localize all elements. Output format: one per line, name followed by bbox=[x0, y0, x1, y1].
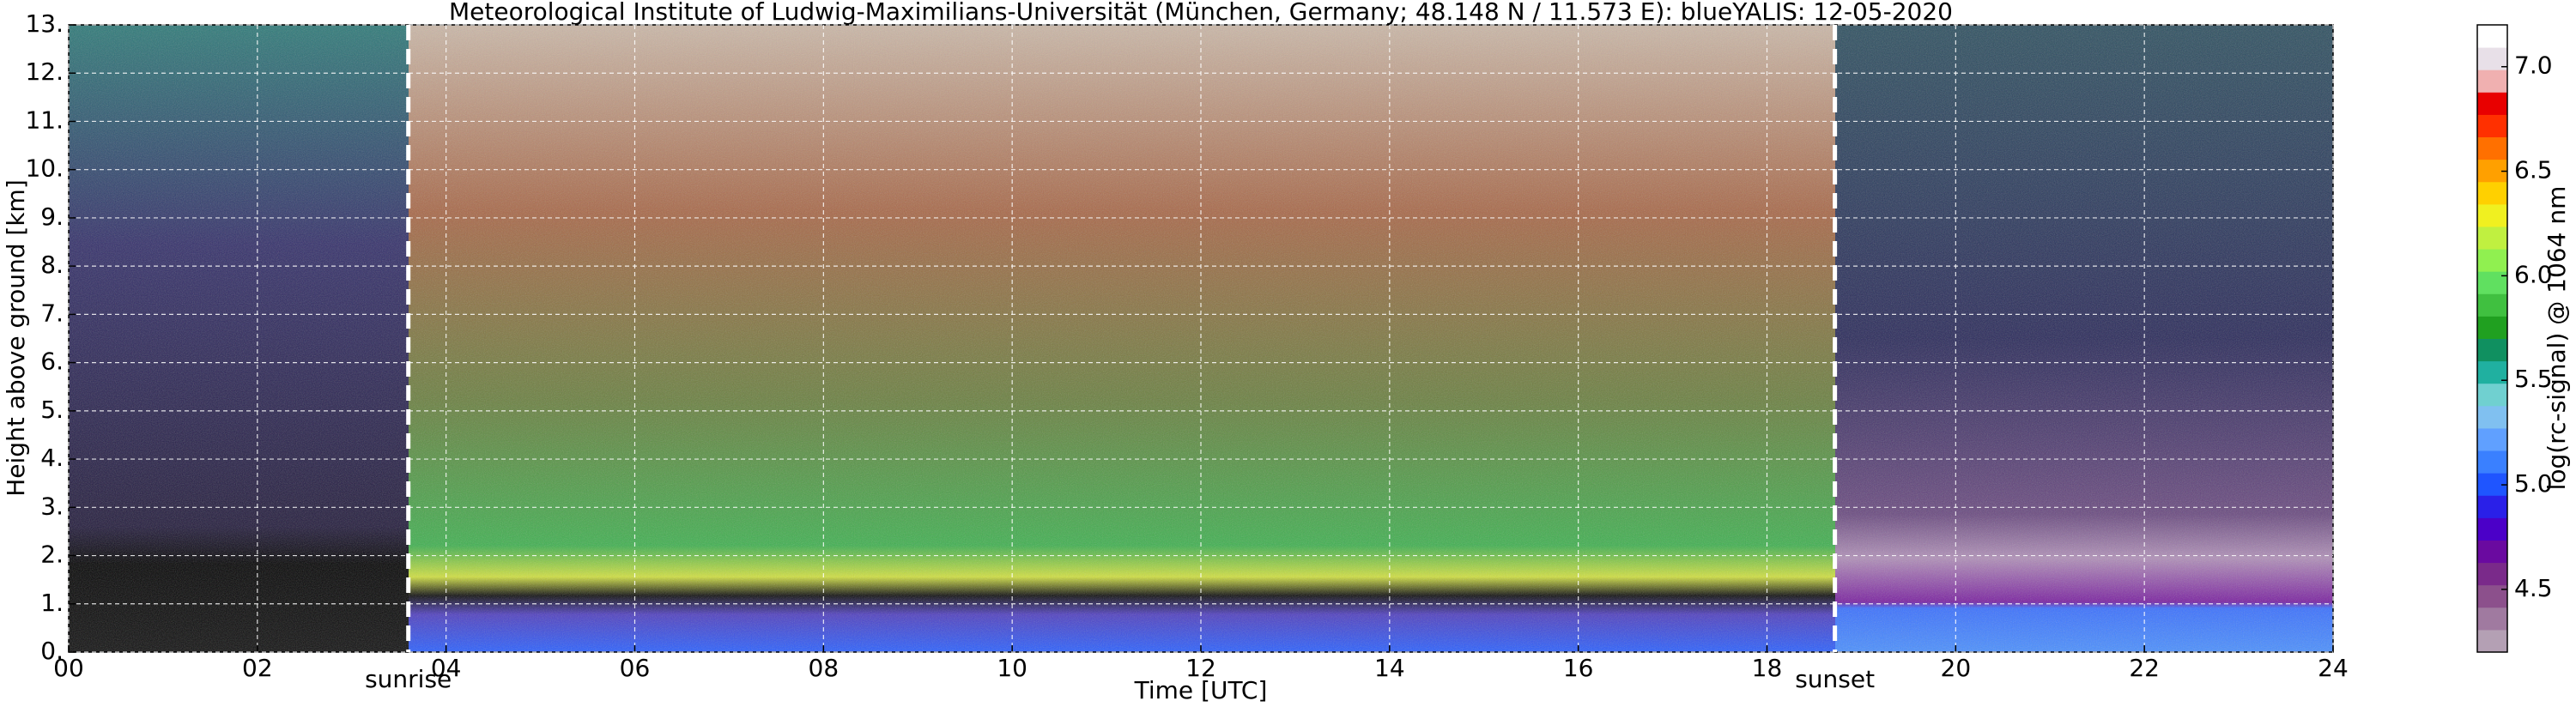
y-tick-label: 7. bbox=[40, 299, 64, 327]
x-tick-label: 02 bbox=[242, 654, 273, 682]
y-tick-label: 10. bbox=[25, 154, 64, 183]
colorbar-swatch bbox=[2477, 69, 2507, 93]
colorbar-swatch bbox=[2477, 249, 2507, 272]
x-tick-label: 00 bbox=[53, 654, 84, 682]
colorbar-tick-label: 6.0 bbox=[2514, 260, 2553, 288]
colorbar-swatch bbox=[2477, 584, 2507, 608]
x-tick-label: 12 bbox=[1185, 654, 1216, 682]
colorbar-swatch bbox=[2477, 114, 2507, 138]
colorbar-swatch bbox=[2477, 450, 2507, 474]
colorbar-swatch bbox=[2477, 427, 2507, 451]
annotation-label: sunset bbox=[1795, 665, 1875, 693]
y-tick-label: 0. bbox=[40, 637, 64, 665]
y-tick-label: 4. bbox=[40, 444, 64, 472]
colorbar-frame bbox=[2476, 24, 2508, 653]
colorbar-swatch bbox=[2477, 316, 2507, 339]
x-tick-label: 20 bbox=[1941, 654, 1972, 682]
annotation-label: sunrise bbox=[365, 665, 452, 693]
colorbar-swatch bbox=[2477, 629, 2507, 653]
colorbar-tick-label: 5.0 bbox=[2514, 469, 2553, 498]
colorbar-swatch bbox=[2477, 517, 2507, 541]
y-tick-label: 6. bbox=[40, 347, 64, 376]
y-tick-label: 8. bbox=[40, 251, 64, 279]
colorbar-swatch bbox=[2477, 92, 2507, 115]
y-tick-label: 3. bbox=[40, 492, 64, 520]
colorbar-label: log(rc-signal) @ 1064 nm bbox=[2543, 186, 2571, 491]
x-tick-label: 06 bbox=[620, 654, 651, 682]
x-tick-label: 08 bbox=[809, 654, 839, 682]
colorbar-swatch bbox=[2477, 136, 2507, 160]
colorbar-swatch bbox=[2477, 25, 2507, 48]
y-tick-label: 2. bbox=[40, 541, 64, 569]
x-tick-label: 22 bbox=[2129, 654, 2160, 682]
colorbar-tick-label: 4.5 bbox=[2514, 574, 2553, 602]
x-tick-label: 04 bbox=[431, 654, 462, 682]
colorbar-swatch bbox=[2477, 495, 2507, 518]
colorbar-swatch bbox=[2477, 405, 2507, 429]
colorbar-swatch bbox=[2477, 203, 2507, 227]
x-tick-label: 10 bbox=[997, 654, 1027, 682]
x-tick-label: 24 bbox=[2318, 654, 2349, 682]
y-tick-label: 11. bbox=[25, 106, 64, 134]
colorbar-swatch bbox=[2477, 271, 2507, 294]
colorbar-tick-label: 7.0 bbox=[2514, 51, 2553, 80]
colorbar-swatch bbox=[2477, 562, 2507, 586]
y-axis-label: Height above ground [km] bbox=[2, 179, 30, 497]
x-tick-label: 16 bbox=[1563, 654, 1594, 682]
y-tick-label: 9. bbox=[40, 202, 64, 231]
colorbar-swatch bbox=[2477, 338, 2507, 362]
x-axis-label: Time [UTC] bbox=[1134, 676, 1268, 704]
colorbar-tick-label: 6.5 bbox=[2514, 156, 2553, 184]
x-tick-label: 14 bbox=[1374, 654, 1405, 682]
colorbar-tick-label: 5.5 bbox=[2514, 365, 2553, 393]
x-tick-label: 18 bbox=[1752, 654, 1783, 682]
y-tick-label: 5. bbox=[40, 396, 64, 424]
y-tick-label: 1. bbox=[40, 589, 64, 617]
y-tick-label: 13. bbox=[25, 9, 64, 38]
colorbar-swatch bbox=[2477, 293, 2507, 317]
colorbar-swatch bbox=[2477, 383, 2507, 407]
colorbar-swatch bbox=[2477, 226, 2507, 250]
y-tick-label: 12. bbox=[25, 57, 64, 86]
colorbar-swatch bbox=[2477, 607, 2507, 631]
chart-title: Meteorological Institute of Ludwig-Maxim… bbox=[449, 0, 1953, 26]
colorbar-swatch bbox=[2477, 181, 2507, 205]
colorbar-swatch bbox=[2477, 540, 2507, 564]
